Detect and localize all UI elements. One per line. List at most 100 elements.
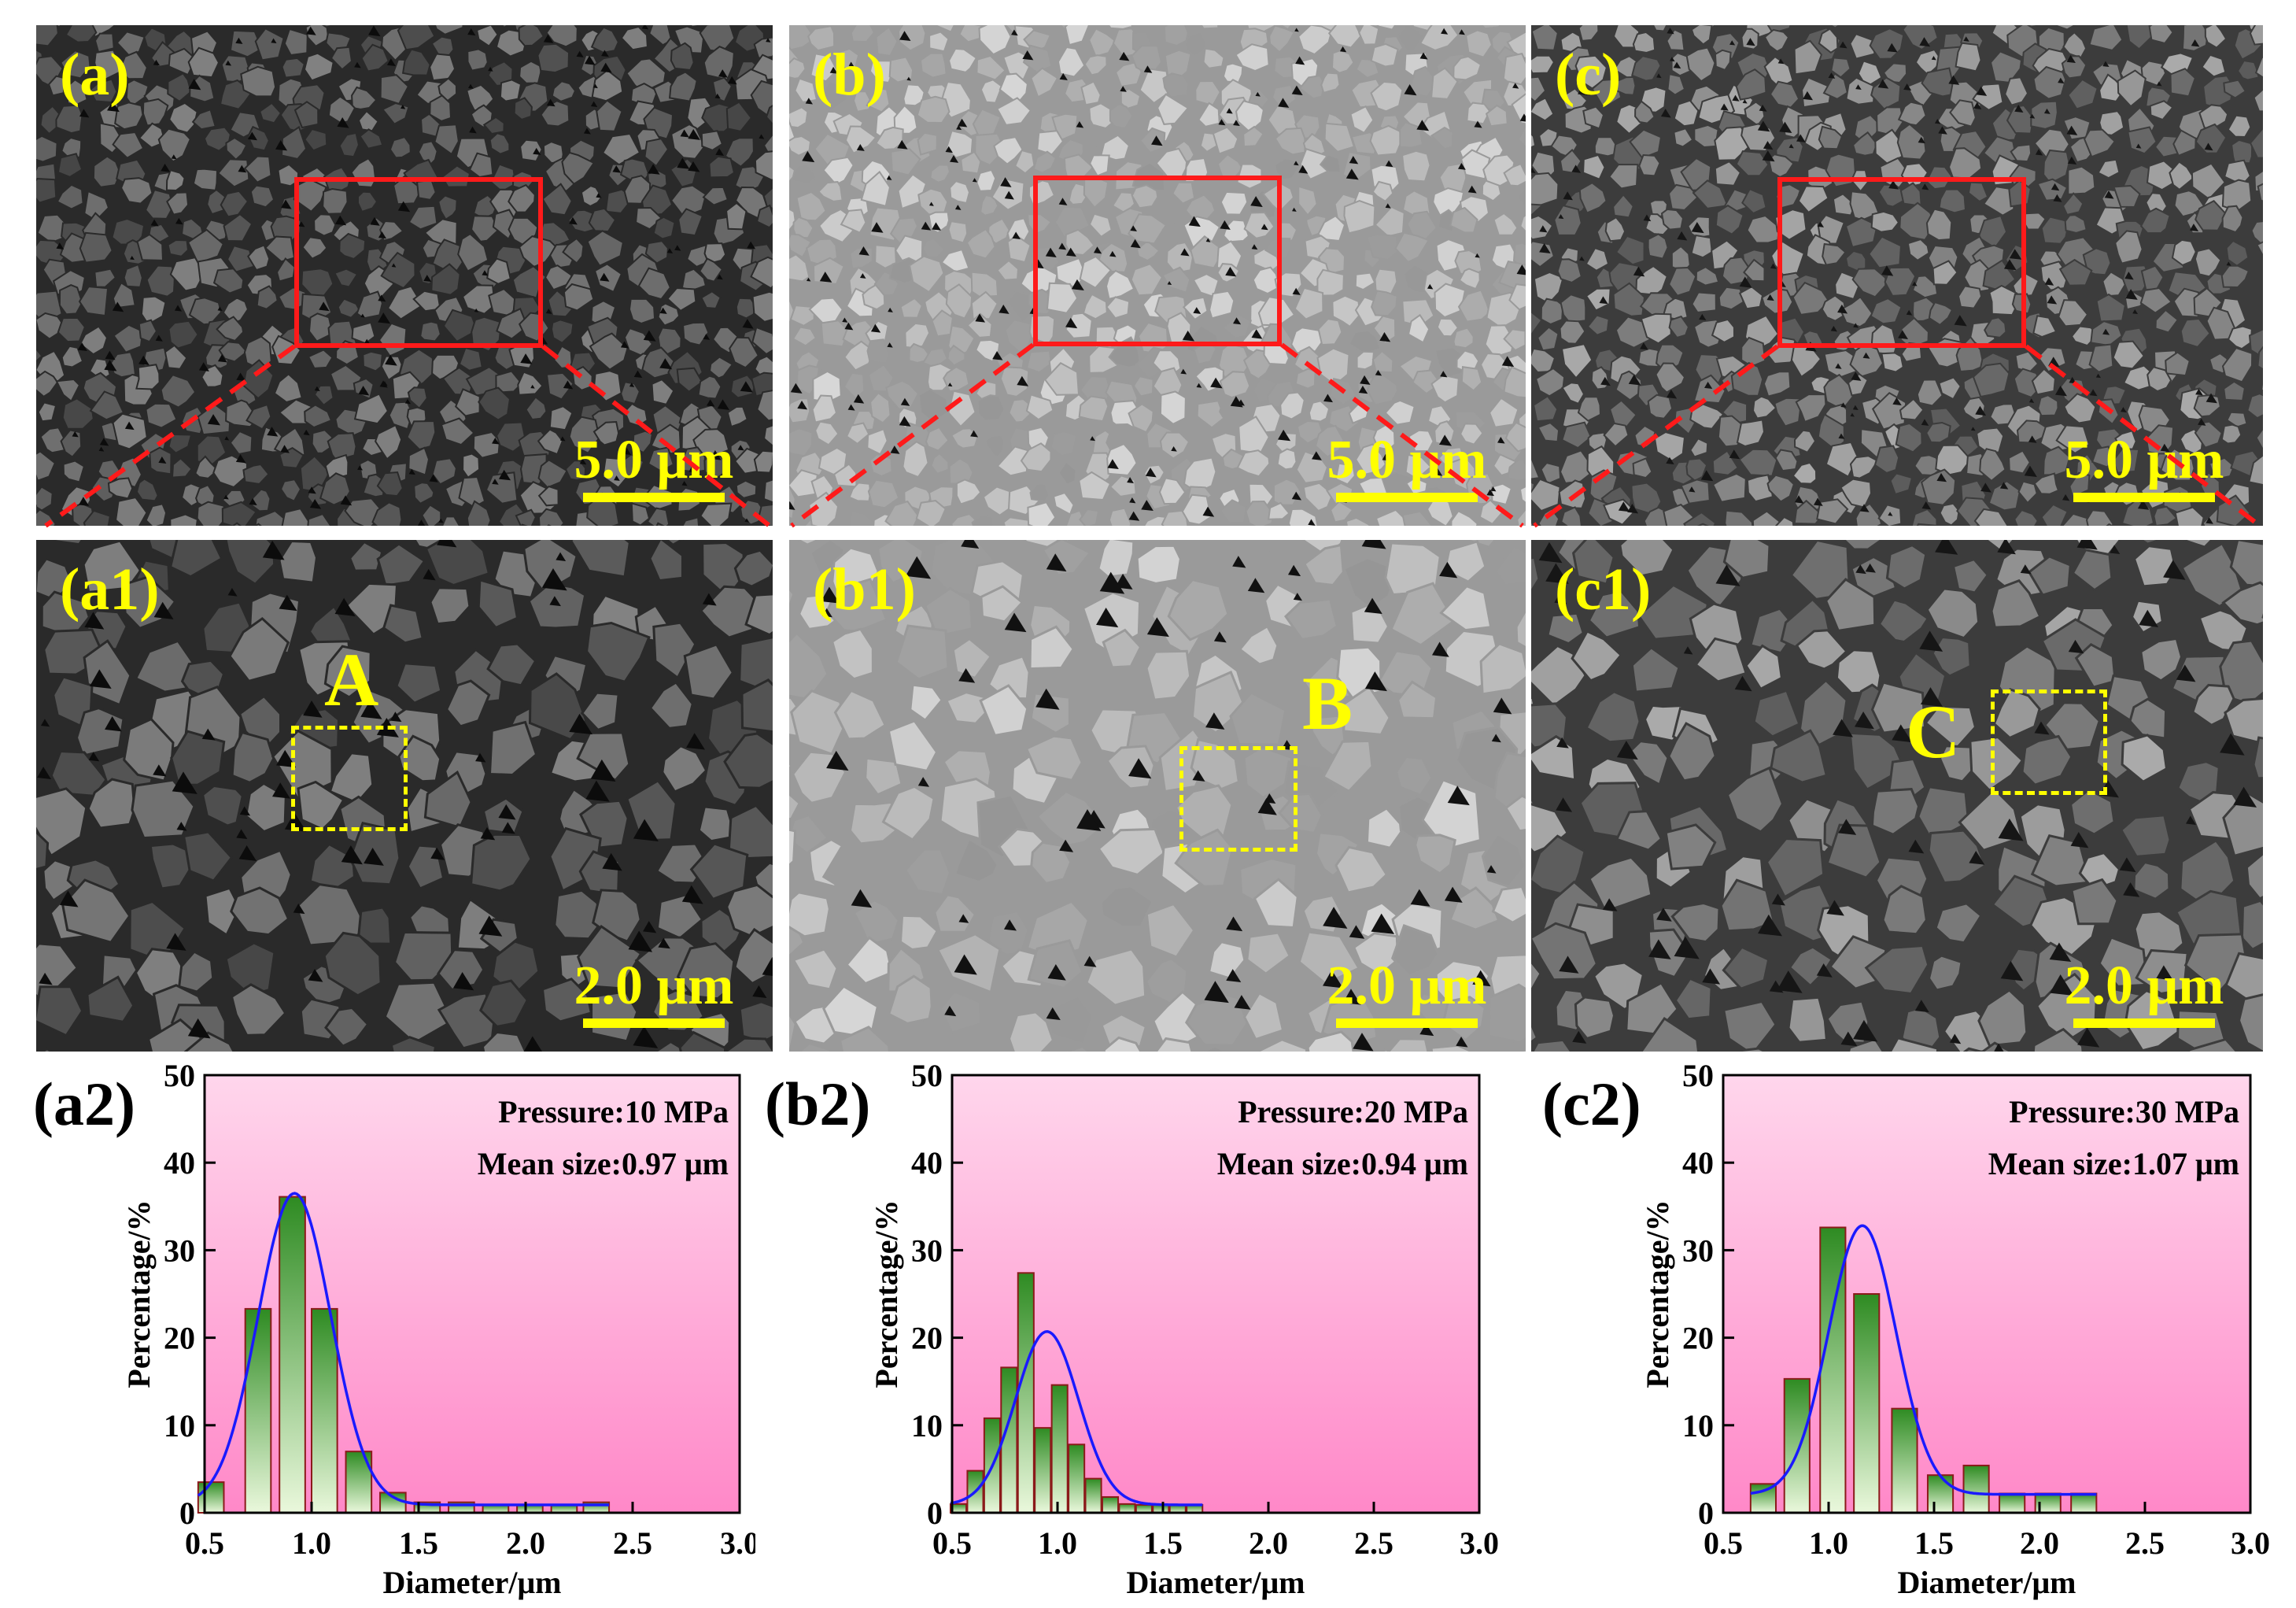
histogram-bar bbox=[1050, 1384, 1069, 1514]
y-tick-label: 40 bbox=[1682, 1145, 1714, 1181]
scale-bar-label: 5.0 μm bbox=[1327, 430, 1487, 490]
scale-bar-label: 2.0 μm bbox=[2064, 956, 2224, 1016]
histogram-bar bbox=[1068, 1444, 1086, 1514]
gaussian-fit-line bbox=[950, 1330, 1203, 1506]
scale-bar-line bbox=[1336, 493, 1478, 502]
scale-bar: 5.0 μm bbox=[2054, 433, 2235, 502]
chart-panel-label: (b2) bbox=[765, 1070, 871, 1138]
region-label: A bbox=[324, 638, 379, 722]
chart-panel-label: (a2) bbox=[33, 1070, 135, 1138]
y-tick-label: 0 bbox=[927, 1495, 943, 1531]
y-tick-label: 40 bbox=[164, 1145, 195, 1181]
histogram-bar bbox=[1783, 1377, 1811, 1514]
x-tick-label: 0.5 bbox=[932, 1525, 972, 1561]
scale-bar-line bbox=[583, 493, 725, 502]
x-tick-label: 1.0 bbox=[1809, 1525, 1848, 1561]
y-tick-label: 10 bbox=[911, 1408, 943, 1444]
x-tick-label: 1.0 bbox=[1038, 1525, 1077, 1561]
panel-label: (a) bbox=[60, 42, 130, 108]
x-tick-label: 1.5 bbox=[1914, 1525, 1954, 1561]
y-tick-label: 10 bbox=[164, 1408, 195, 1444]
y-tick-label: 20 bbox=[911, 1321, 943, 1356]
x-tick-label: 2.0 bbox=[1249, 1525, 1288, 1561]
scale-bar-line bbox=[1336, 1018, 1478, 1028]
y-tick-label: 20 bbox=[1682, 1321, 1714, 1356]
scale-bar-line bbox=[583, 1018, 725, 1028]
histogram-bar bbox=[1118, 1503, 1136, 1514]
y-tick-label: 50 bbox=[1682, 1063, 1714, 1093]
histogram-bar bbox=[279, 1196, 306, 1514]
annotation-text: Pressure:20 MPa bbox=[1238, 1094, 1468, 1129]
y-tick-label: 30 bbox=[911, 1233, 943, 1268]
x-tick-label: 2.5 bbox=[1354, 1525, 1393, 1561]
x-tick-label: 2.5 bbox=[613, 1525, 652, 1561]
histogram-bar bbox=[1034, 1427, 1052, 1514]
histogram-bar bbox=[1962, 1464, 1990, 1514]
panel-label: (b1) bbox=[813, 556, 916, 623]
y-tick-label: 50 bbox=[164, 1063, 195, 1093]
x-tick-label: 2.5 bbox=[2125, 1525, 2165, 1561]
y-tick-label: 50 bbox=[911, 1063, 943, 1093]
micrograph-c1: (c1) C 2.0 μm bbox=[1531, 540, 2263, 1052]
y-tick-label: 30 bbox=[1682, 1233, 1714, 1268]
histogram-bar bbox=[1135, 1503, 1153, 1514]
scale-bar: 5.0 μm bbox=[1316, 433, 1497, 502]
x-tick-label: 3.0 bbox=[720, 1525, 755, 1561]
histogram-bar bbox=[1017, 1272, 1035, 1514]
x-tick-label: 1.5 bbox=[1143, 1525, 1183, 1561]
y-tick-label: 0 bbox=[1698, 1495, 1714, 1531]
x-tick-label: 3.0 bbox=[2231, 1525, 2270, 1561]
histogram-bar bbox=[197, 1481, 225, 1514]
micrograph-b: (b) 5.0 μm bbox=[789, 25, 1526, 526]
sem-texture bbox=[36, 25, 773, 526]
region-of-interest-box bbox=[1179, 746, 1297, 852]
micrograph-a: (a) 5.0 μm bbox=[36, 25, 773, 526]
x-axis-label: Diameter/μm bbox=[1126, 1565, 1305, 1600]
zoom-region-box bbox=[1033, 176, 1282, 346]
micrograph-a1: (a1) A 2.0 μm bbox=[36, 540, 773, 1052]
x-tick-label: 1.0 bbox=[292, 1525, 331, 1561]
region-of-interest-box bbox=[291, 726, 408, 831]
gaussian-fit-line bbox=[1750, 1224, 2097, 1496]
sem-texture bbox=[1531, 540, 2263, 1052]
chart-a2: 0.5 1.0 1.5 2.0 2.5 3.0 0 10 20 30 40 50 Diameter/μm… bbox=[0, 1063, 755, 1608]
scale-bar: 5.0 μm bbox=[563, 433, 744, 502]
histogram-svg: 0.5 1.0 1.5 2.0 2.5 3.0 0 10 20 30 40 50 Diameter/μm… bbox=[1640, 1063, 2270, 1600]
y-axis-label: Percentage/% bbox=[121, 1200, 157, 1388]
plot-area bbox=[1723, 1075, 2250, 1513]
histogram-bar bbox=[1853, 1293, 1881, 1514]
y-tick-label: 40 bbox=[911, 1145, 943, 1181]
scale-bar-label: 2.0 μm bbox=[1327, 956, 1487, 1016]
x-tick-label: 1.5 bbox=[399, 1525, 438, 1561]
scale-bar-label: 2.0 μm bbox=[574, 956, 734, 1016]
x-tick-label: 0.5 bbox=[1704, 1525, 1743, 1561]
histogram-bar bbox=[1891, 1407, 1918, 1514]
x-tick-label: 3.0 bbox=[1460, 1525, 1499, 1561]
scale-bar-line bbox=[2073, 493, 2215, 502]
histogram-bar bbox=[311, 1307, 338, 1514]
chart-c2: 0.5 1.0 1.5 2.0 2.5 3.0 0 10 20 30 40 50 Diameter/μm… bbox=[1526, 1063, 2296, 1608]
histogram-bar bbox=[244, 1307, 272, 1514]
zoom-region-box bbox=[1777, 177, 2026, 348]
sem-texture bbox=[789, 540, 1526, 1052]
y-tick-label: 20 bbox=[164, 1321, 195, 1356]
plot-frame bbox=[203, 1074, 741, 1514]
micrograph-b1: (b1) B 2.0 μm bbox=[789, 540, 1526, 1052]
panel-label: (b) bbox=[813, 42, 886, 108]
scale-bar-line bbox=[2073, 1018, 2215, 1028]
scale-bar: 2.0 μm bbox=[2054, 959, 2235, 1028]
micrograph-c: (c) 5.0 μm bbox=[1531, 25, 2263, 526]
histogram-bar bbox=[1926, 1474, 1955, 1514]
histogram-bar bbox=[1101, 1495, 1120, 1514]
region-label: C bbox=[1906, 689, 1961, 774]
histogram-svg: 0.5 1.0 1.5 2.0 2.5 3.0 0 10 20 30 40 50 Diameter/μm… bbox=[869, 1063, 1499, 1600]
scale-bar-label: 5.0 μm bbox=[2064, 430, 2224, 490]
plot-frame bbox=[951, 1074, 1481, 1514]
histogram-svg: 0.5 1.0 1.5 2.0 2.5 3.0 0 10 20 30 40 50 Diameter/μm… bbox=[121, 1063, 755, 1600]
x-tick-label: 0.5 bbox=[185, 1525, 224, 1561]
scale-bar: 2.0 μm bbox=[563, 959, 744, 1028]
annotation-text: Pressure:10 MPa bbox=[498, 1094, 729, 1129]
y-tick-label: 30 bbox=[164, 1233, 195, 1268]
y-axis-label: Percentage/% bbox=[869, 1200, 904, 1388]
panel-label: (a1) bbox=[60, 556, 160, 623]
